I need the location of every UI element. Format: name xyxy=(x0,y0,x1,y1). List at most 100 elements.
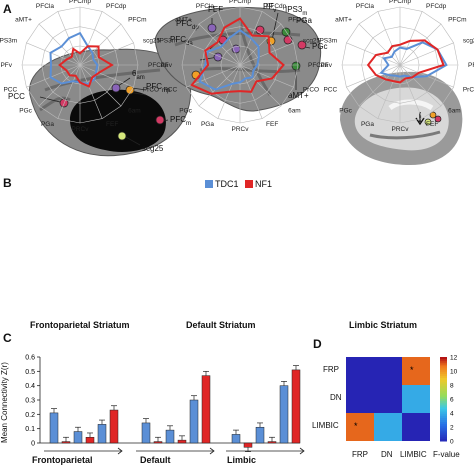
radar-label-FEF: FEF xyxy=(106,121,118,128)
radar-spoke-13 xyxy=(26,42,81,66)
roi-dots xyxy=(59,23,442,141)
radar-spoke-2 xyxy=(399,23,442,66)
bar-ytick-label-1: 0.1 xyxy=(25,426,35,433)
colorbar-seg-16 xyxy=(440,390,447,394)
roi-pfcm xyxy=(155,115,165,125)
radar-label-6am: 6am xyxy=(128,107,141,114)
radar-spoke-15 xyxy=(377,11,401,66)
colorbar-seg-34 xyxy=(440,428,447,431)
radar-label-FEF: FEF xyxy=(426,121,438,128)
radar-label-6am: 6am xyxy=(288,107,301,114)
heat-col-frp: FRP xyxy=(352,450,368,459)
heat-col-dn: DN xyxy=(381,450,393,459)
colorbar-seg-2 xyxy=(440,361,447,364)
radar-spoke-14 xyxy=(38,23,81,66)
label-pf: PFv xyxy=(263,2,277,14)
bar-ytick-label-5: 0.5 xyxy=(25,369,35,376)
radar-label-PCC: PCC xyxy=(163,86,177,93)
radar-spoke-6 xyxy=(79,64,122,107)
panel-letter-a: A xyxy=(3,2,12,16)
label-pfcdp: PFCdp xyxy=(176,19,199,31)
radar-label-PRCv: PRCv xyxy=(72,126,90,133)
legend-swatch-nf1 xyxy=(245,180,254,188)
colorbar-seg-7 xyxy=(440,371,447,375)
radar-label-PFCdp: PFCdp xyxy=(106,3,127,10)
radar-label-PFCm: PFCm xyxy=(448,17,466,24)
radar-label-PRCv: PRCv xyxy=(392,126,410,133)
radar-series-NF1 xyxy=(58,45,114,88)
radar-spoke-9 xyxy=(57,64,81,119)
radar-spoke-5 xyxy=(239,64,294,88)
colorbar-seg-21 xyxy=(440,401,447,404)
bar-ytick-label-4: 0.4 xyxy=(25,383,35,390)
radar-label-aMT+: aMT+ xyxy=(15,17,32,24)
colorbar-seg-39 xyxy=(440,438,447,442)
heat-cell-DN-LIMBIC xyxy=(402,385,430,413)
colorbar-seg-26 xyxy=(440,411,447,415)
radar-spoke-7 xyxy=(399,64,423,119)
radar-label-IPS3m: IPS3m xyxy=(0,38,17,45)
radar-title-frontoparietal: Frontoparietal Striatum xyxy=(30,320,130,330)
label-fef: FEF xyxy=(208,5,224,14)
radar-label-PFCla: PFCla xyxy=(356,3,374,10)
radar-label-PFCda: PFCda xyxy=(308,62,329,69)
radar-label-PRCv: PRCv xyxy=(232,126,250,133)
colorbar-seg-10 xyxy=(440,378,447,381)
heat-star-0-2: * xyxy=(410,365,414,375)
colorbar-seg-32 xyxy=(440,424,447,427)
brain-illustrations xyxy=(29,7,463,168)
colorbar-label: F-value xyxy=(433,450,460,459)
colorbar-seg-28 xyxy=(440,415,447,419)
colorbar-seg-8 xyxy=(440,373,447,377)
colorbar-seg-4 xyxy=(440,365,447,368)
radar-spoke-3 xyxy=(79,42,134,66)
group-label-frontoparietal: Frontoparietal xyxy=(32,455,93,465)
colorbar-seg-36 xyxy=(440,432,447,436)
colorbar-tick-1: 2 xyxy=(450,425,454,432)
radar-label-PFCda: PFCda xyxy=(148,62,169,69)
radar-charts: PFCmpPFCdpPFCmscg25PFCdaPrCO6amFEFPRCvPG… xyxy=(0,0,474,133)
bar-ytick-label-6: 0.6 xyxy=(25,355,35,362)
colorbar-seg-20 xyxy=(440,399,447,402)
colorbar-seg-14 xyxy=(440,386,447,389)
radar-label-PFCmp: PFCmp xyxy=(389,0,411,5)
colorbar-seg-17 xyxy=(440,392,447,396)
bar-ytick-label-3: 0.3 xyxy=(25,398,35,405)
radar-spoke-13 xyxy=(186,42,241,66)
radar-label-PFCmp: PFCmp xyxy=(69,0,91,5)
colorbar-seg-11 xyxy=(440,380,447,383)
radar-spoke-1 xyxy=(79,11,103,66)
radar-label-PFCla: PFCla xyxy=(36,3,54,10)
colorbar-seg-37 xyxy=(440,434,447,438)
heat-row-dn: DN xyxy=(330,393,342,402)
mri-dot-green xyxy=(424,118,432,126)
radar-label-PFCmp: PFCmp xyxy=(229,0,251,5)
label-pfcmp: PFCmp xyxy=(146,82,171,94)
radar-spoke-13 xyxy=(346,42,401,66)
radar-1: PFCmpPFCdpPFCmscg25PFCdaPrCO6amFEFPRCvPG… xyxy=(158,0,329,133)
radar-spoke-11 xyxy=(26,64,81,88)
colorbar-seg-35 xyxy=(440,430,447,434)
radar-label-PGc: PGc xyxy=(179,107,192,114)
radar-spoke-2 xyxy=(79,23,122,66)
group-label-default: Default xyxy=(140,455,171,465)
legend-tdc1: TDC1 xyxy=(215,179,239,189)
radar-title-default: Default Striatum xyxy=(186,320,256,330)
radar-spoke-14 xyxy=(198,23,241,66)
colorbar-seg-29 xyxy=(440,417,447,421)
heat-cell-LIMBIC-FRP xyxy=(346,413,374,441)
radar-label-PrCO: PrCO xyxy=(463,86,474,93)
bar-ytick-label-2: 0.2 xyxy=(25,412,35,419)
radar-spoke-3 xyxy=(239,42,294,66)
colorbar-seg-22 xyxy=(440,403,447,406)
colorbar-tick-0: 0 xyxy=(450,439,454,446)
radar-spoke-11 xyxy=(186,64,241,88)
colorbar-tick-5: 10 xyxy=(450,369,458,376)
colorbar-seg-6 xyxy=(440,369,447,373)
radar-label-PrCO: PrCO xyxy=(143,86,159,93)
radar-label-PFCm: PFCm xyxy=(128,17,146,24)
panel-letter-c: C xyxy=(3,331,12,345)
